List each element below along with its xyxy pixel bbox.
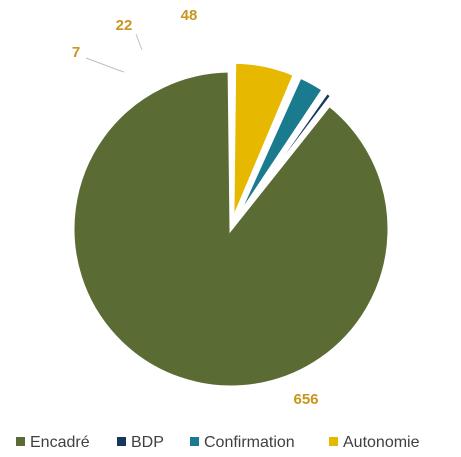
pie-slices <box>71 60 391 389</box>
legend-swatch-autonomie <box>329 437 338 446</box>
data-label-autonomie: 48 <box>181 7 198 24</box>
pie-slice-confirmation <box>233 75 326 222</box>
legend-swatch-encadre <box>16 437 25 446</box>
legend-item-encadre: Encadré <box>16 434 90 451</box>
legend-label-bdp: BDP <box>131 434 164 451</box>
legend-item-autonomie: Autonomie <box>329 434 420 451</box>
data-label-encadre: 656 <box>293 391 318 408</box>
data-labels: 656 7 22 48 <box>72 7 319 408</box>
pie-slice-bdp <box>235 90 334 223</box>
legend: Encadré BDP Confirmation Autonomie <box>16 434 420 451</box>
leader-line-bdp <box>85 57 125 73</box>
leader-line-confirmation <box>135 33 143 51</box>
legend-swatch-bdp <box>117 437 126 446</box>
pie-slice-encadre <box>71 69 391 389</box>
legend-label-encadre: Encadré <box>30 434 90 451</box>
data-label-bdp: 7 <box>72 44 80 61</box>
leader-lines <box>85 33 143 73</box>
legend-label-confirmation: Confirmation <box>204 434 295 451</box>
legend-item-confirmation: Confirmation <box>190 434 295 451</box>
pie-slice-autonomie <box>231 60 297 221</box>
legend-label-autonomie: Autonomie <box>343 434 420 451</box>
legend-swatch-confirmation <box>190 437 199 446</box>
data-label-confirmation: 22 <box>116 17 133 34</box>
legend-item-bdp: BDP <box>117 434 164 451</box>
